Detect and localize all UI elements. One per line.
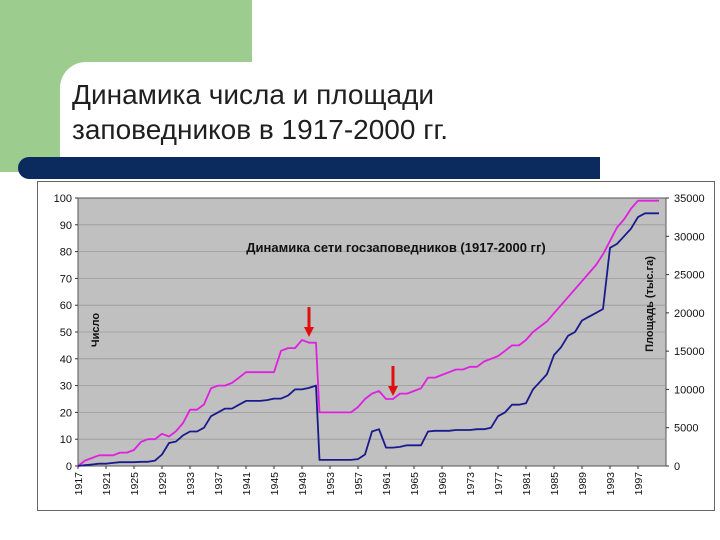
x-tick-label: 1933: [185, 472, 197, 496]
y-tick-label: 90: [60, 220, 72, 232]
x-tick-label: 1957: [353, 472, 365, 496]
chart-svg: 0 10 20 30 40 50 60 70 80 90 100 0 5000 10000 15000 200…: [54, 193, 705, 495]
series-line-number: [77, 199, 659, 467]
slide-title: Динамика числа и площади заповедников в …: [72, 77, 672, 147]
x-tick-label: 1969: [437, 472, 449, 496]
x-tick-label: 1921: [101, 472, 113, 496]
y2-tick-label: 30000: [674, 231, 705, 243]
annotation-arrow-head: [388, 386, 398, 396]
slide-title-line2: заповедников в 1917-2000 гг.: [72, 114, 449, 145]
y-tick-label: 30: [60, 381, 72, 393]
y2-tick-label: 25000: [674, 270, 705, 282]
x-tick-label: 1977: [493, 472, 505, 496]
x-tick-label: 1961: [381, 472, 393, 496]
x-tick-label: 1953: [325, 472, 337, 496]
x-tick-label: 1997: [633, 472, 645, 496]
y-tick-label: 10: [60, 434, 72, 446]
x-tick-label: 1929: [157, 472, 169, 496]
y2-tick-label: 10000: [674, 384, 705, 396]
y2-tick-label: 35000: [674, 193, 705, 205]
y-tick-label: 80: [60, 247, 72, 259]
y-tick-label: 0: [66, 461, 72, 473]
y2-tick-label: 20000: [674, 308, 705, 320]
x-tick-label: 1973: [465, 472, 477, 496]
y-tick-label: 60: [60, 300, 72, 312]
x-tick-label: 1937: [213, 472, 225, 496]
x-tick-label: 1993: [605, 472, 617, 496]
x-tick-label: 1925: [129, 472, 141, 496]
x-tick-label: 1945: [269, 472, 281, 496]
y-axis-label: Число: [90, 313, 102, 347]
x-tick-label: 1985: [549, 472, 561, 496]
series-line-area: [77, 212, 659, 467]
plot-area: 0 10 20 30 40 50 60 70 80 90 100 0 5000 10000 15000 200…: [54, 193, 705, 495]
y2-axis-label: Площадь (тыс.га): [644, 256, 656, 352]
x-tick-label: 1941: [241, 472, 253, 496]
y2-tick-label: 15000: [674, 346, 705, 358]
y-tick-label: 50: [60, 327, 72, 339]
chart-title: Динамика сети госзаповедников (1917-2000…: [246, 240, 545, 255]
y-tick-label: 20: [60, 407, 72, 419]
y2-tick-label: 0: [674, 461, 680, 473]
x-tick-label: 1917: [73, 472, 85, 496]
y2-tick-label: 5000: [674, 423, 698, 435]
y-tick-label: 70: [60, 273, 72, 285]
title-divider-bar: [18, 157, 600, 179]
annotation-arrow-head: [304, 327, 314, 338]
chart-container: 0 10 20 30 40 50 60 70 80 90 100 0 5000 10000 15000 200…: [37, 181, 715, 511]
x-tick-label: 1965: [409, 472, 421, 496]
y-tick-label: 40: [60, 354, 72, 366]
x-tick-label: 1981: [521, 472, 533, 496]
y-tick-label: 100: [54, 193, 72, 205]
slide-title-line1: Динамика числа и площади: [72, 79, 435, 110]
x-tick-label: 1949: [297, 472, 309, 496]
x-tick-label: 1989: [577, 472, 589, 496]
